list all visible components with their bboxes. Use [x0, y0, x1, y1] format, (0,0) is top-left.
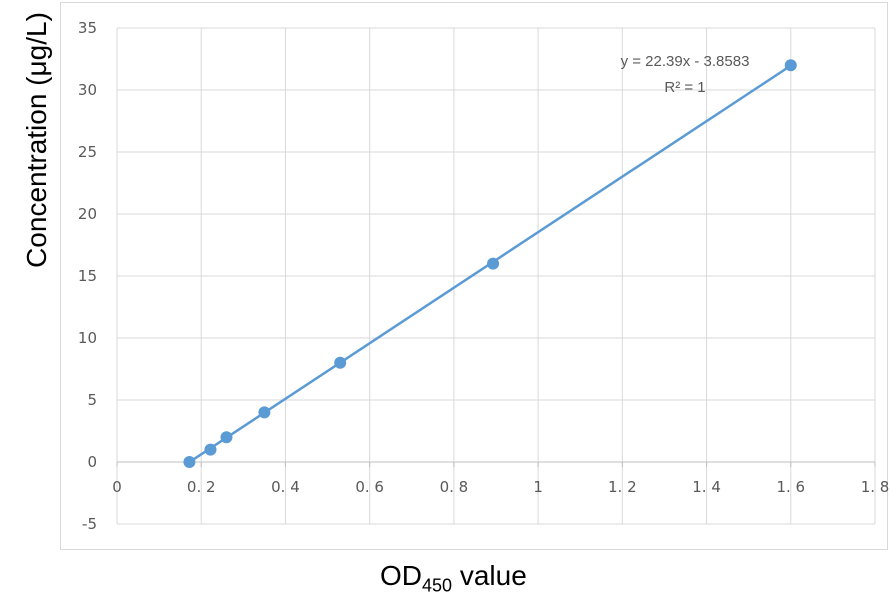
data-point	[183, 456, 196, 468]
x-tick-label: 1. 2	[608, 478, 637, 496]
data-point	[204, 443, 217, 456]
y-tick-label: -5	[82, 515, 97, 533]
x-tick-label: 0. 8	[440, 478, 469, 496]
y-tick-label: 35	[78, 19, 97, 37]
x-axis-label-subscript: 450	[422, 575, 453, 596]
y-tick-labels: -5 0 5 10 15 20 25 30 35	[78, 19, 97, 533]
y-tick-label: 25	[78, 143, 97, 161]
r-squared-label: R² = 1	[664, 79, 705, 96]
x-tick-label: 0. 4	[271, 478, 300, 496]
x-tick-labels: 0 0. 2 0. 4 0. 6 0. 8 1 1. 2 1. 4 1. 6 1. 8	[112, 478, 889, 496]
y-tick-label: 0	[87, 453, 97, 471]
y-tick-label: 20	[78, 205, 97, 223]
data-point	[487, 257, 500, 270]
y-tick-label: 15	[78, 267, 97, 285]
x-tick-label: 1. 6	[776, 478, 805, 496]
trendline-equation: y = 22.39x - 3.8583	[621, 53, 750, 70]
y-axis-label-text: Concentration (μg/L)	[21, 12, 52, 268]
data-point	[334, 356, 347, 369]
y-axis-label: Concentration (μg/L)	[12, 0, 62, 443]
grid-layer	[116, 27, 876, 525]
data-point	[784, 59, 797, 72]
y-tick-label: 30	[78, 81, 97, 99]
x-tick-label: 0	[112, 478, 122, 496]
x-axis-label: OD450 value	[380, 560, 680, 597]
series-layer	[183, 59, 797, 468]
annotation-layer: y = 22.39x - 3.8583 R² = 1	[621, 53, 750, 96]
x-tick-label: 0. 6	[355, 478, 384, 496]
x-tick-label: 1. 8	[861, 478, 890, 496]
x-tick-label: 0. 2	[187, 478, 216, 496]
x-tick-label: 1. 4	[692, 478, 721, 496]
data-point	[258, 406, 271, 419]
y-tick-label: 10	[78, 329, 97, 347]
x-tick-label: 1	[533, 478, 543, 496]
x-axis-label-main: OD	[380, 560, 422, 591]
axis-layer	[116, 461, 876, 467]
x-axis-label-suffix: value	[452, 560, 527, 591]
y-tick-label: 5	[87, 391, 97, 409]
data-point	[220, 431, 233, 444]
